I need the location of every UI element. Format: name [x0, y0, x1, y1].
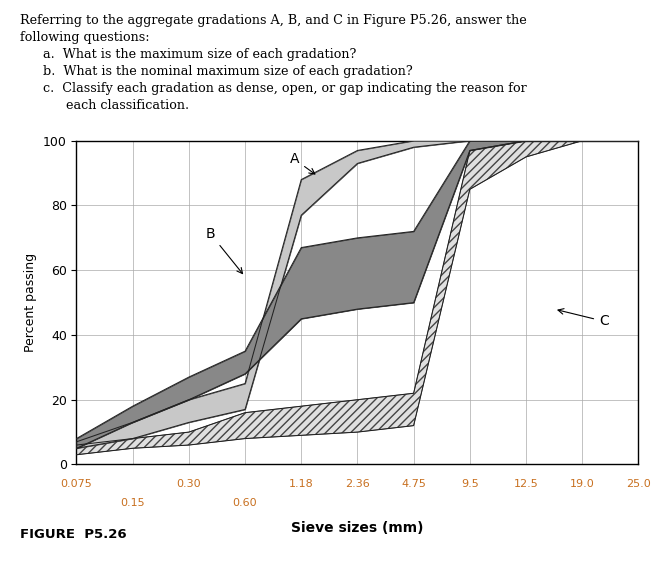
Text: 0.60: 0.60	[233, 498, 257, 508]
Text: B: B	[205, 227, 243, 274]
Text: Sieve sizes (mm): Sieve sizes (mm)	[291, 521, 424, 535]
Text: 4.75: 4.75	[401, 479, 426, 489]
Text: 0.15: 0.15	[120, 498, 145, 508]
Text: 0.075: 0.075	[61, 479, 92, 489]
Text: 0.30: 0.30	[176, 479, 201, 489]
Text: Referring to the aggregate gradations A, B, and C in Figure P5.26, answer the: Referring to the aggregate gradations A,…	[20, 14, 527, 27]
Text: 9.5: 9.5	[461, 479, 479, 489]
Text: 2.36: 2.36	[345, 479, 370, 489]
Text: 1.18: 1.18	[289, 479, 314, 489]
Text: each classification.: each classification.	[66, 99, 190, 111]
Text: a.  What is the maximum size of each gradation?: a. What is the maximum size of each grad…	[43, 48, 356, 61]
Text: b.  What is the nominal maximum size of each gradation?: b. What is the nominal maximum size of e…	[43, 65, 413, 78]
Text: 12.5: 12.5	[513, 479, 539, 489]
Y-axis label: Percent passing: Percent passing	[25, 253, 37, 352]
Text: C: C	[558, 309, 609, 328]
Text: A: A	[290, 153, 315, 174]
Text: 25.0: 25.0	[626, 479, 651, 489]
Text: 19.0: 19.0	[570, 479, 595, 489]
Text: following questions:: following questions:	[20, 31, 150, 44]
Text: FIGURE  P5.26: FIGURE P5.26	[20, 528, 126, 540]
Text: c.  Classify each gradation as dense, open, or gap indicating the reason for: c. Classify each gradation as dense, ope…	[43, 82, 527, 95]
